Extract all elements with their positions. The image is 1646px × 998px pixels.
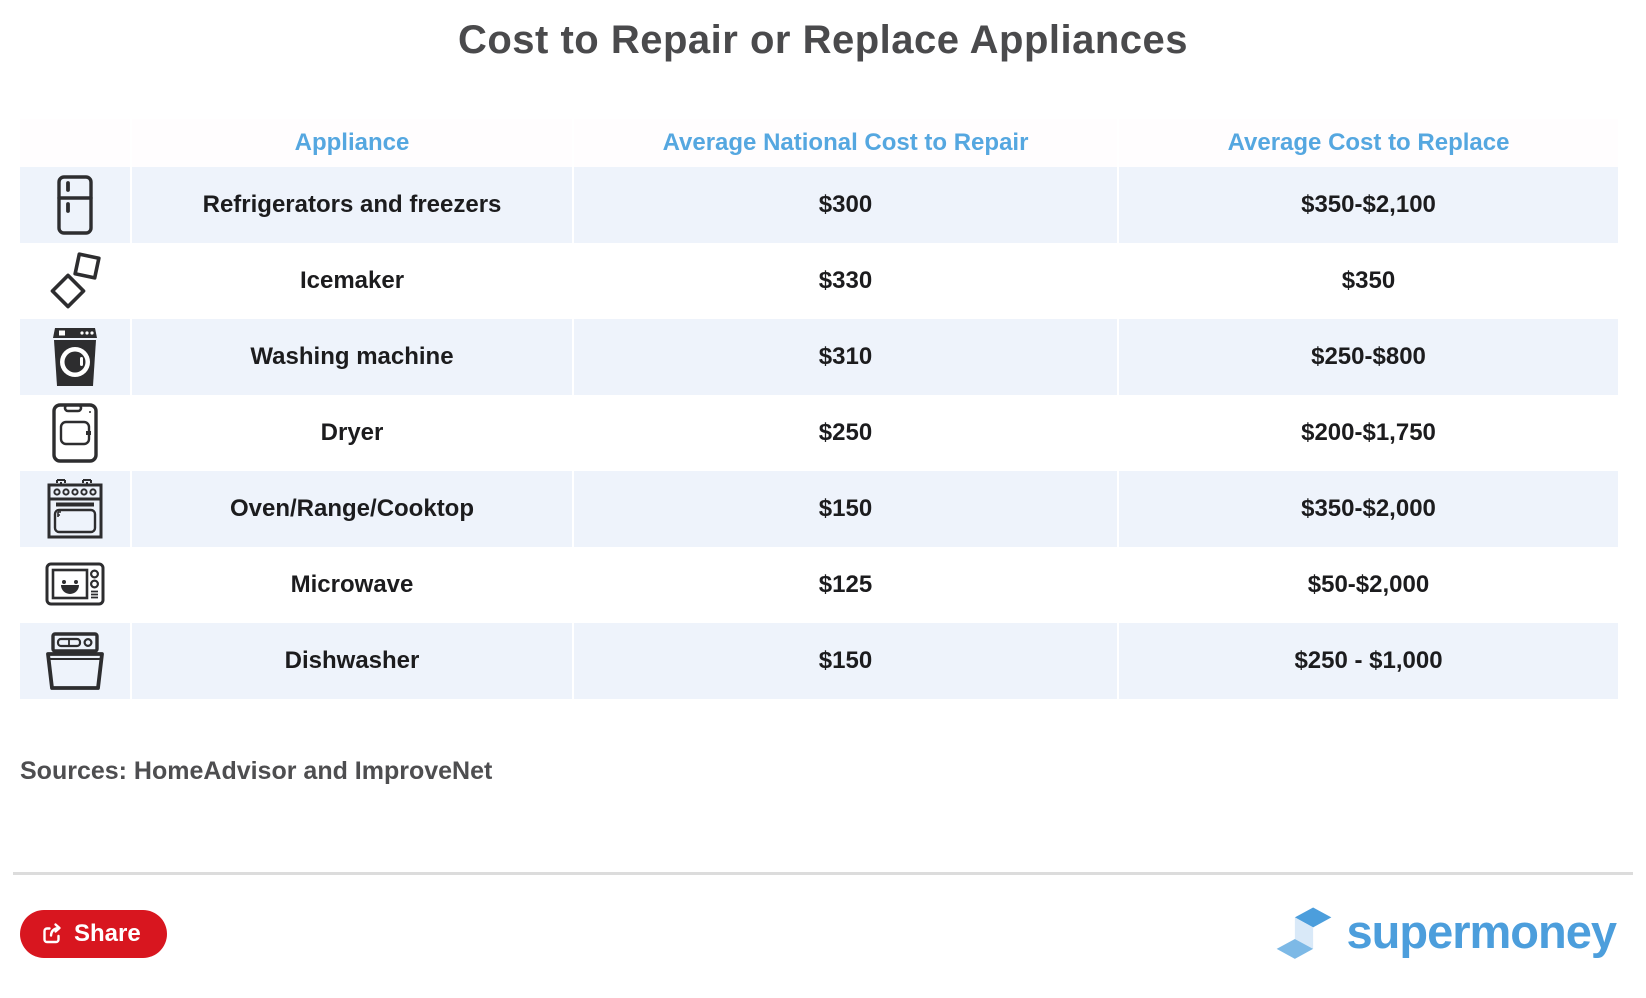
share-icon (43, 923, 61, 944)
header-icon-spacer (20, 119, 130, 167)
appliance-name: Washing machine (132, 319, 572, 395)
dishwasher-icon (46, 632, 104, 690)
appliance-icon-cell (20, 395, 130, 471)
dryer-icon (52, 403, 98, 463)
appliance-name: Oven/Range/Cooktop (132, 471, 572, 547)
refrigerator-icon (57, 175, 93, 235)
table-row: Dryer $250 $200-$1,750 (20, 395, 1626, 471)
table-header-row: Appliance Average National Cost to Repai… (20, 119, 1626, 167)
replace-cost: $350-$2,100 (1119, 167, 1618, 243)
share-button[interactable]: Share (20, 910, 167, 958)
appliance-name: Microwave (132, 547, 572, 623)
appliance-icon-cell (20, 471, 130, 547)
table-row: Washing machine $310 $250-$800 (20, 319, 1626, 395)
appliance-icon-cell (20, 167, 130, 243)
replace-cost: $200-$1,750 (1119, 395, 1618, 471)
appliance-name: Dishwasher (132, 623, 572, 699)
share-button-label: Share (74, 920, 141, 947)
brand-wordmark: supermoney (1346, 904, 1617, 958)
repair-cost: $150 (574, 623, 1117, 699)
footer: Share supermoney (0, 901, 1646, 967)
appliance-name: Refrigerators and freezers (132, 167, 572, 243)
ice-cubes-icon (50, 252, 101, 309)
repair-cost: $125 (574, 547, 1117, 623)
repair-cost: $330 (574, 243, 1117, 319)
washing-machine-icon (53, 328, 97, 386)
repair-cost: $150 (574, 471, 1117, 547)
replace-cost: $350 (1119, 243, 1618, 319)
appliance-icon-cell (20, 319, 130, 395)
appliance-name: Icemaker (132, 243, 572, 319)
table-row: Refrigerators and freezers $300 $350-$2,… (20, 167, 1626, 243)
appliance-icon-cell (20, 243, 130, 319)
sources-note: Sources: HomeAdvisor and ImproveNet (20, 757, 493, 785)
header-appliance: Appliance (132, 119, 572, 167)
header-repair-cost: Average National Cost to Repair (574, 119, 1117, 167)
microwave-icon (45, 562, 105, 606)
appliance-icon-cell (20, 623, 130, 699)
header-replace-cost: Average Cost to Replace (1119, 119, 1618, 167)
repair-cost: $300 (574, 167, 1117, 243)
appliance-name: Dryer (132, 395, 572, 471)
replace-cost: $50-$2,000 (1119, 547, 1618, 623)
repair-cost: $250 (574, 395, 1117, 471)
replace-cost: $250 - $1,000 (1119, 623, 1618, 699)
appliance-cost-table: Appliance Average National Cost to Repai… (20, 119, 1626, 699)
repair-cost: $310 (574, 319, 1117, 395)
table-row: Dishwasher $150 $250 - $1,000 (20, 623, 1626, 699)
supermoney-logo-icon (1276, 907, 1331, 959)
page-title: Cost to Repair or Replace Appliances (457, 18, 1189, 62)
replace-cost: $350-$2,000 (1119, 471, 1618, 547)
supermoney-logo[interactable]: supermoney (1275, 901, 1617, 967)
oven-icon (47, 479, 103, 539)
table-row: Microwave $125 $50-$2,000 (20, 547, 1626, 623)
footer-divider (13, 872, 1633, 875)
table-row: Icemaker $330 $350 (20, 243, 1626, 319)
replace-cost: $250-$800 (1119, 319, 1618, 395)
table-row: Oven/Range/Cooktop $150 $350-$2,000 (20, 471, 1626, 547)
appliance-icon-cell (20, 547, 130, 623)
